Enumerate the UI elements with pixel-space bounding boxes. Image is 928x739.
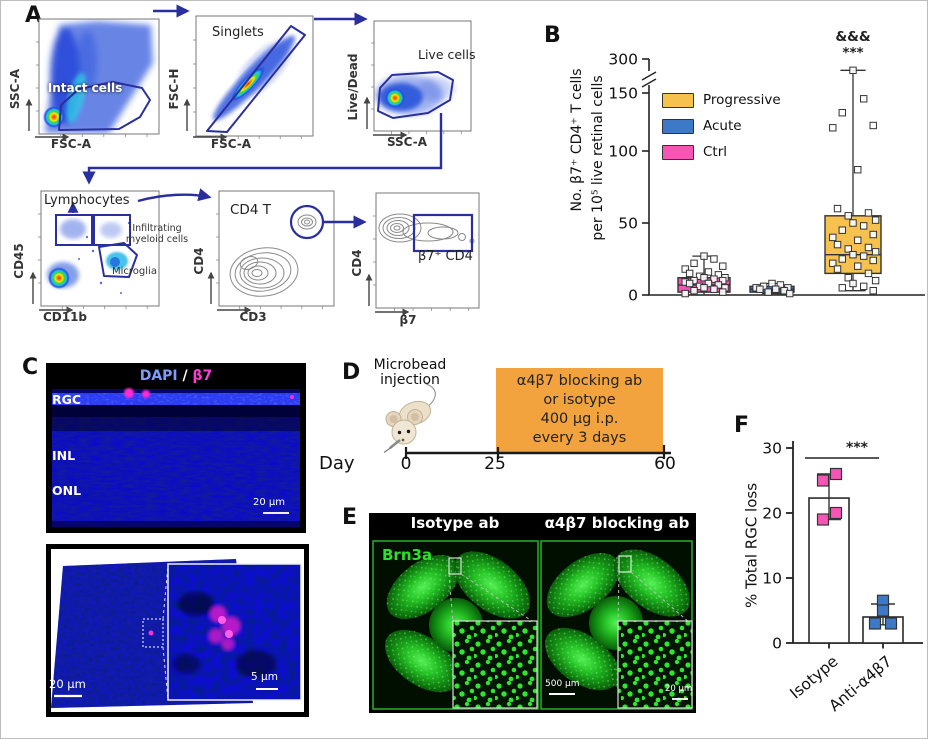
day-label: Day <box>319 453 355 474</box>
density-live-cells <box>375 75 454 115</box>
legend-swatch <box>662 144 694 160</box>
panel-label-b: B <box>544 23 561 48</box>
legend-label: Acute <box>703 118 742 134</box>
axis-livedead: Live/Dead <box>346 53 360 121</box>
day-tick-0: 0 <box>400 454 412 474</box>
axis-fsca-2: FSC-A <box>210 137 252 151</box>
c-header-b7: β7 <box>192 367 213 384</box>
gate-label-singlets: Singlets <box>212 25 264 40</box>
legend-item-acute: Acute <box>662 118 781 134</box>
stain-label-brn3a: Brn3a <box>382 546 433 564</box>
f-ylabel: % Total RGC loss <box>742 482 761 609</box>
treatment-box-text: α4β7 blocking ab or isotype 400 μg i.p. … <box>516 373 643 446</box>
legend-swatch <box>662 92 694 108</box>
flow-cytometry-gating-svg <box>25 4 480 316</box>
microbead-injection-label: Microbead injection <box>373 357 447 388</box>
retina-flatmount-image <box>46 544 309 717</box>
mouse-icon <box>383 383 436 453</box>
c-header-separator: / <box>177 367 193 384</box>
panel-label-a: A <box>25 3 43 28</box>
c-scalebar-main-label: 20 μm <box>49 677 86 691</box>
e-scalebar-inset-label: 20 μm <box>665 684 693 694</box>
b-significance-ampersand: &&& <box>835 29 871 45</box>
axis-b7: β7 <box>399 313 417 327</box>
day-tick-60: 60 <box>654 454 676 474</box>
axis-arrows <box>25 96 410 316</box>
legend-item-ctrl: Ctrl <box>662 144 781 160</box>
axis-cd11b: CD11b <box>42 310 88 324</box>
axis-ssca-1: SSC-A <box>8 68 22 110</box>
gate-label-live-cells: Live cells <box>418 47 476 62</box>
b-significance-stars: *** <box>842 45 864 61</box>
c-scalebar-inset-label: 5 μm <box>251 671 278 683</box>
svg-text:30: 30 <box>762 440 782 458</box>
layer-label-rgc: RGC <box>52 392 82 407</box>
layer-label-onl: ONL <box>52 483 82 498</box>
axis-cd3: CD3 <box>239 310 267 324</box>
axis-cd45: CD45 <box>12 243 26 279</box>
legend-label: Progressive <box>703 92 781 108</box>
axis-fsch: FSC-H <box>167 68 181 110</box>
b-legend: Progressive Acute Ctrl <box>662 92 781 170</box>
gate-label-lymphocytes: Lymphocytes <box>44 193 130 208</box>
legend-item-progressive: Progressive <box>662 92 781 108</box>
axis-ssca-2: SSC-A <box>386 135 428 149</box>
svg-text:10: 10 <box>762 570 782 588</box>
svg-text:0: 0 <box>772 635 782 653</box>
gate-label-microglia: Microglia <box>112 266 157 277</box>
svg-text:100: 100 <box>608 143 638 161</box>
svg-text:300: 300 <box>608 51 638 69</box>
c-header-dapi: DAPI <box>139 367 178 384</box>
svg-text:0: 0 <box>628 287 638 305</box>
svg-text:20: 20 <box>762 505 782 523</box>
panel-label-c: C <box>22 355 39 380</box>
panel-label-d: D <box>342 360 361 385</box>
panel-label-e: E <box>342 505 358 530</box>
e-title-blocking: α4β7 blocking ab <box>544 514 690 532</box>
panel-label-f: F <box>734 413 750 438</box>
gate-label-infiltrating-myeloid: Infiltrating myeloid cells <box>125 223 189 245</box>
layer-label-inl: INL <box>52 448 76 463</box>
legend-label: Ctrl <box>703 144 728 160</box>
gating-arrows <box>82 4 443 229</box>
density-intact-cells <box>43 21 153 133</box>
e-scalebar-main-label: 500 μm <box>545 679 580 689</box>
axis-cd4-1: CD4 <box>192 247 206 275</box>
day-tick-25: 25 <box>484 454 506 474</box>
timeline-diagram-svg <box>383 368 671 459</box>
svg-text:150: 150 <box>608 85 638 103</box>
legend-swatch <box>662 118 694 134</box>
flatmount-comparison-svg <box>369 513 696 713</box>
f-significance-stars: *** <box>846 440 868 456</box>
gate-label-intact-cells: Intact cells <box>47 81 123 95</box>
gate-label-cd4-t: CD4 T <box>230 202 271 218</box>
gate-label-b7-cd4: β7⁺ CD4 <box>418 249 473 264</box>
c-scalebar-top-label: 20 μm <box>253 497 286 508</box>
axis-fsca-1: FSC-A <box>50 137 92 151</box>
e-title-isotype: Isotype ab <box>410 514 500 532</box>
density-cd45-cd11b <box>47 219 131 294</box>
b-ylabel-line2: per 10⁵ live retinal cells <box>590 75 606 241</box>
contours-cd4-cd3 <box>229 214 317 297</box>
c-header: DAPI / β7 <box>46 363 306 388</box>
boxplot-b-svg: 0 50 100 150 300 <box>608 51 925 305</box>
retina-section-image <box>46 363 306 533</box>
axis-cd4-2: CD4 <box>350 249 364 277</box>
b-ylabel-line1: No. β7⁺ CD4⁺ T cells <box>569 68 585 212</box>
svg-text:50: 50 <box>618 215 638 233</box>
